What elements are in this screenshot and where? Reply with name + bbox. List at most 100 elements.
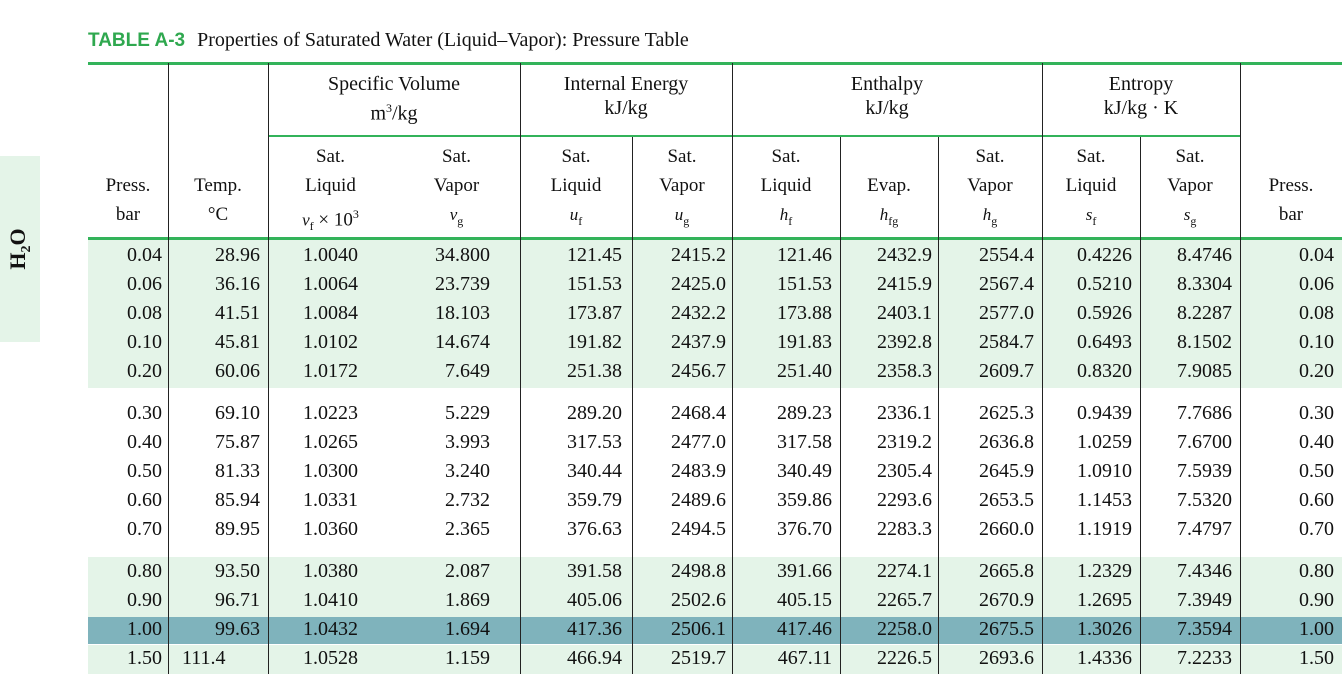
highlight-row-band <box>88 616 1342 644</box>
table-cell: 75.87 <box>215 431 260 453</box>
column-header-line: Evap. <box>867 175 911 196</box>
table-cell: 417.46 <box>777 618 832 640</box>
table-cell: 0.30 <box>127 402 162 424</box>
group-internal-energy: Internal Energy kJ/kg <box>520 72 732 120</box>
table-cell: 99.63 <box>215 618 260 640</box>
table-cell: 2336.1 <box>877 402 932 424</box>
table-cell: 121.45 <box>567 244 622 266</box>
column-header-line: sf <box>1085 205 1097 228</box>
table-cell: 2693.6 <box>979 647 1034 669</box>
table-cell: 2502.6 <box>671 589 726 611</box>
table-cell: 2415.2 <box>671 244 726 266</box>
table-cell: 1.0040 <box>303 244 358 266</box>
table-cell: 2456.7 <box>671 360 726 382</box>
table-cell: 0.30 <box>1299 402 1334 424</box>
column-header-line: Sat. <box>1175 146 1205 167</box>
table-cell: 2432.2 <box>671 302 726 324</box>
table-cell: 317.53 <box>567 431 622 453</box>
table-cell: 405.15 <box>777 589 832 611</box>
table-cell: 1.0064 <box>303 273 358 295</box>
column-rule <box>1140 137 1141 674</box>
table-cell: 45.81 <box>215 331 260 353</box>
table-cell: 251.40 <box>777 360 832 382</box>
table-cell: 7.4346 <box>1177 560 1232 582</box>
column-header-line: Vapor <box>433 175 480 196</box>
header-rule <box>88 237 1342 240</box>
table-cell: 0.06 <box>1299 273 1334 295</box>
table-cell: 376.63 <box>567 518 622 540</box>
table-cell: 111.4 <box>182 647 226 669</box>
table-cell: 8.4746 <box>1177 244 1232 266</box>
table-cell: 1.0360 <box>303 518 358 540</box>
table-cell: 2645.9 <box>979 460 1034 482</box>
table-cell: 2403.1 <box>877 302 932 324</box>
table-cell: 359.86 <box>777 489 832 511</box>
table-cell: 2319.2 <box>877 431 932 453</box>
table-cell: 151.53 <box>567 273 622 295</box>
table-cell: 1.0102 <box>303 331 358 353</box>
table-cell: 1.00 <box>1299 618 1334 640</box>
group-rule <box>268 135 520 137</box>
row-band <box>88 645 1342 674</box>
table-cell: 7.2233 <box>1177 647 1232 669</box>
table-cell: 289.20 <box>567 402 622 424</box>
column-header-line: Vapor <box>659 175 705 196</box>
table-cell: 0.04 <box>1299 244 1334 266</box>
table-cell: 1.0410 <box>303 589 358 611</box>
group-unit: kJ/kg <box>865 97 909 119</box>
table-cell: 69.10 <box>215 402 260 424</box>
table-cell: 466.94 <box>567 647 622 669</box>
table-cell: 2432.9 <box>877 244 932 266</box>
table-cell: 2415.9 <box>877 273 932 295</box>
column-header-line: Sat. <box>975 146 1005 167</box>
column-header-line: Press. <box>1268 175 1314 196</box>
table-cell: 7.4797 <box>1177 518 1232 540</box>
table-cell: 173.87 <box>567 302 622 324</box>
group-specific-volume: Specific Volume m3/kg <box>268 72 520 126</box>
table-cell: 340.44 <box>567 460 622 482</box>
table-cell: 2293.6 <box>877 489 932 511</box>
table-cell: 2468.4 <box>671 402 726 424</box>
table-cell: 1.50 <box>127 647 162 669</box>
group-name: Internal Energy <box>563 73 689 95</box>
steam-table: Specific Volume m3/kg Internal Energy kJ… <box>88 60 1342 674</box>
table-cell: 1.0300 <box>303 460 358 482</box>
table-cell: 376.70 <box>777 518 832 540</box>
table-cell: 417.36 <box>567 618 622 640</box>
table-cell: 2519.7 <box>671 647 726 669</box>
column-header-line: Sat. <box>315 146 346 167</box>
table-cell: 0.80 <box>127 560 162 582</box>
table-cell: 7.7686 <box>1177 402 1232 424</box>
table-cell: 36.16 <box>215 273 260 295</box>
group-name: Specific Volume <box>327 73 461 95</box>
group-rule <box>521 135 732 137</box>
column-header-line: hfg <box>879 205 899 228</box>
table-cell: 0.40 <box>127 431 162 453</box>
table-cell: 191.82 <box>567 331 622 353</box>
table-cell: 14.674 <box>435 331 490 353</box>
table-cell: 2494.5 <box>671 518 726 540</box>
table-cell: 1.0084 <box>303 302 358 324</box>
table-cell: 0.40 <box>1299 431 1334 453</box>
table-cell: 2675.5 <box>979 618 1034 640</box>
table-cell: 0.08 <box>127 302 162 324</box>
table-caption: TABLE A-3 Properties of Saturated Water (… <box>88 29 689 52</box>
table-cell: 0.50 <box>127 460 162 482</box>
table-cell: 191.83 <box>777 331 832 353</box>
column-header-line: Vapor <box>1167 175 1213 196</box>
row-band <box>88 240 1342 388</box>
table-cell: 18.103 <box>435 302 490 324</box>
table-cell: 0.4226 <box>1077 244 1132 266</box>
table-cell: 0.60 <box>127 489 162 511</box>
table-cell: 2577.0 <box>979 302 1034 324</box>
table-cell: 1.50 <box>1299 647 1334 669</box>
table-cell: 2437.9 <box>671 331 726 353</box>
column-rule <box>1042 63 1043 674</box>
table-cell: 2660.0 <box>979 518 1034 540</box>
table-cell: 2258.0 <box>877 618 932 640</box>
column-header-line: sg <box>1183 205 1197 228</box>
table-cell: 121.46 <box>777 244 832 266</box>
table-cell: 391.58 <box>567 560 622 582</box>
table-cell: 8.1502 <box>1177 331 1232 353</box>
table-cell: 0.06 <box>127 273 162 295</box>
